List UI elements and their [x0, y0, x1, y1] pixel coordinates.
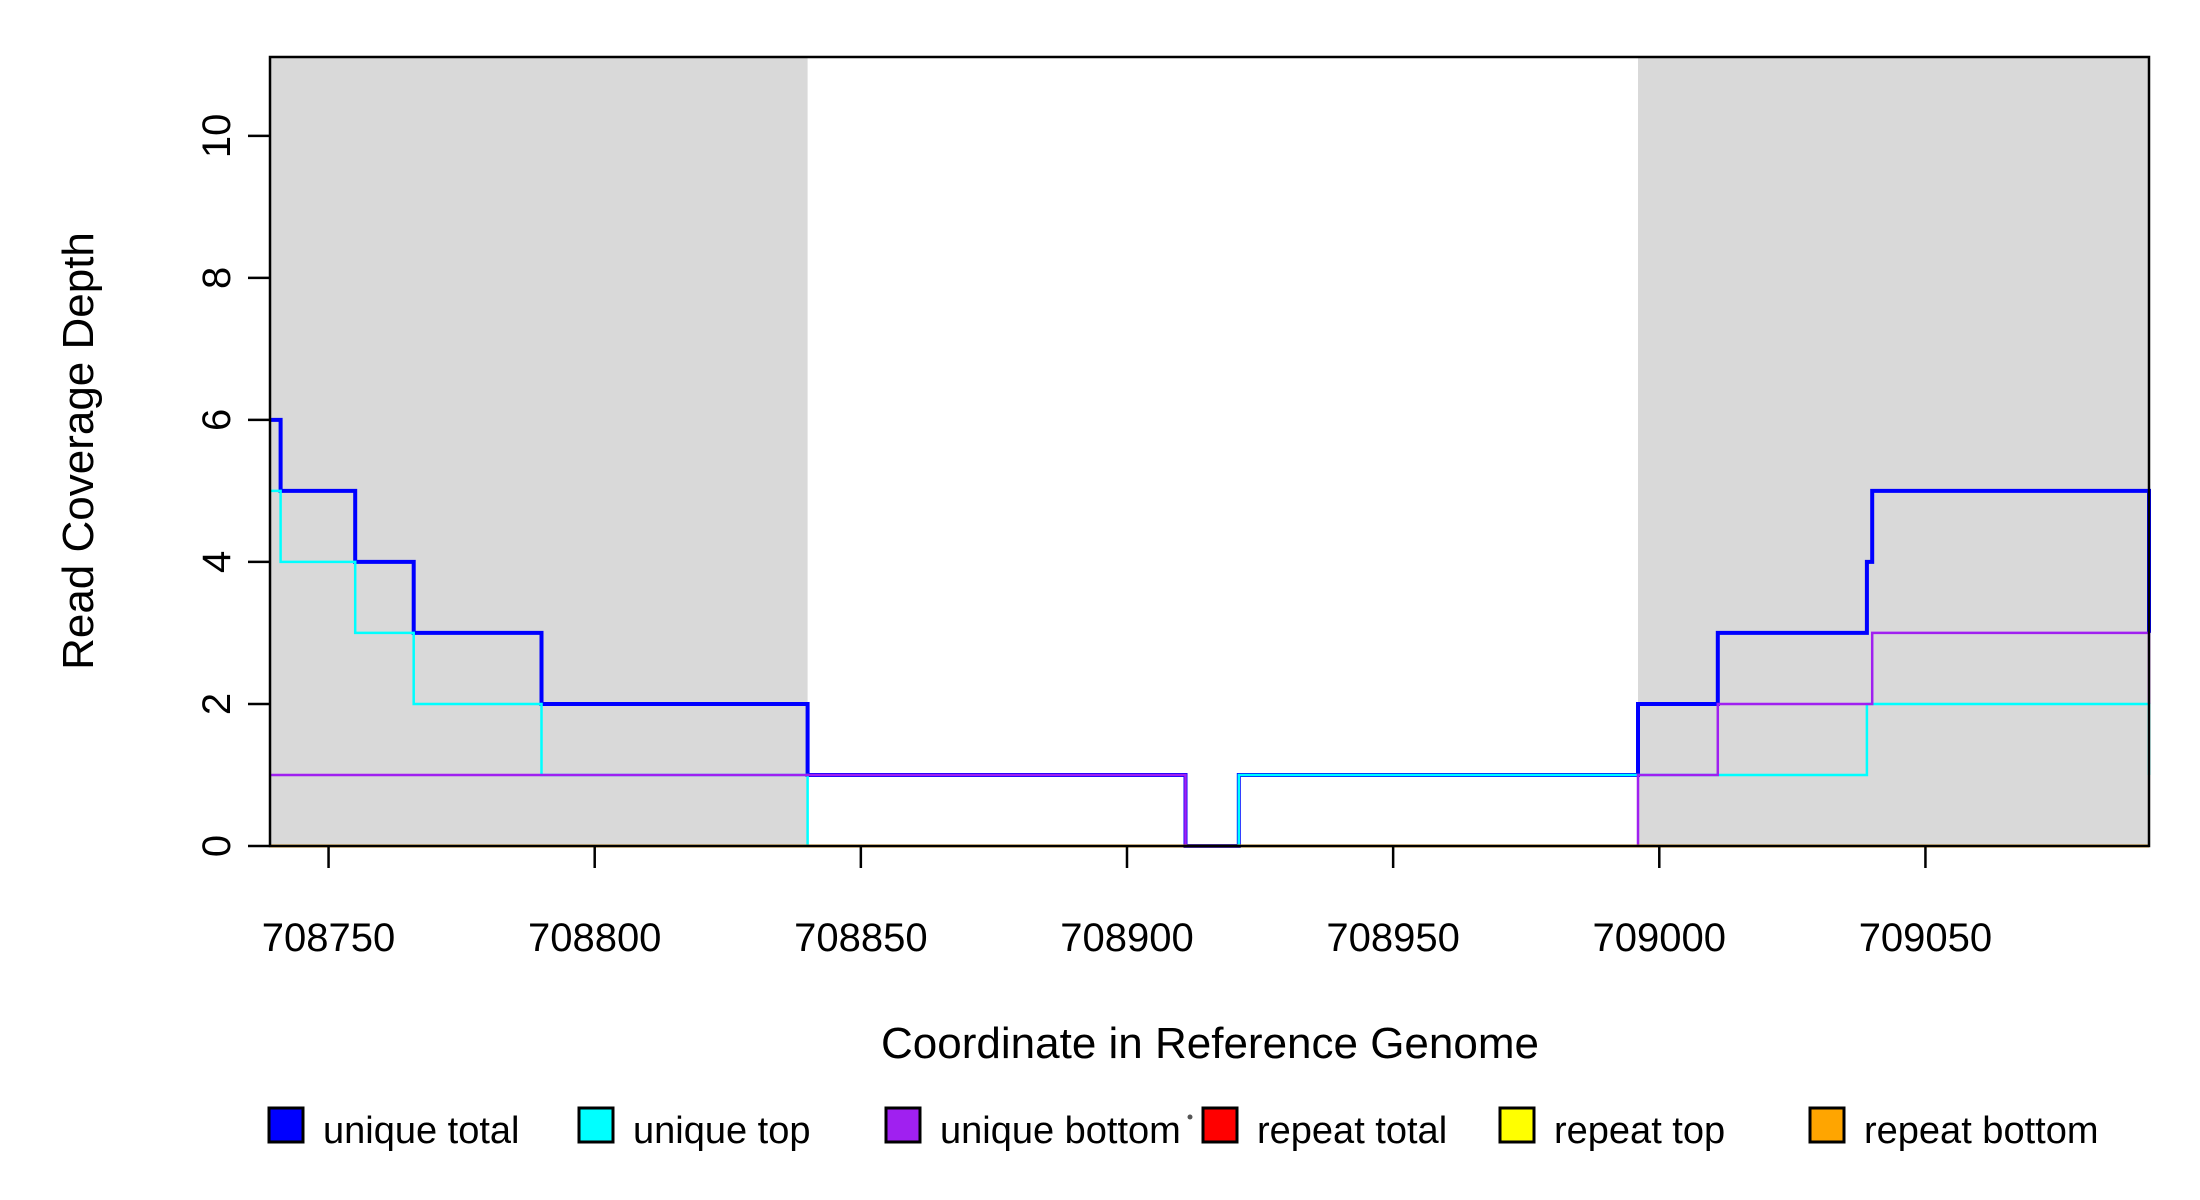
legend-swatch-repeat-top — [1498, 1106, 1536, 1144]
shaded-regions — [270, 57, 2149, 846]
legend-swatch-repeat-total — [1201, 1106, 1239, 1144]
y-axis-label: Read Coverage Depth — [54, 232, 103, 670]
legend: unique total unique top unique bottom repea… — [267, 1106, 2098, 1152]
legend-label-repeat-top: repeat top — [1554, 1110, 1725, 1152]
right-repeat-panel — [1637, 57, 2149, 846]
x-axis-label: Coordinate in Reference Genome — [881, 1019, 1539, 1068]
y-tick-label: 6 — [195, 409, 239, 431]
x-tick-label: 708900 — [1060, 916, 1193, 960]
legend-swatch-unique-bottom — [884, 1106, 922, 1144]
x-tick-label: 708750 — [262, 916, 395, 960]
x-tick-label: 708800 — [528, 916, 661, 960]
y-tick-label: 8 — [195, 267, 239, 289]
legend-swatch-unique-top — [577, 1106, 615, 1144]
legend-label-repeat-bottom: repeat bottom — [1864, 1110, 2098, 1152]
plot-border — [268, 55, 2151, 848]
legend-label-repeat-total: repeat total — [1257, 1110, 1447, 1152]
stray-dot-artifact — [1187, 1114, 1193, 1120]
x-tick-label: 709050 — [1859, 916, 1992, 960]
left-repeat-panel — [270, 57, 808, 846]
y-tick-label: 2 — [195, 693, 239, 715]
y-tick-label: 10 — [195, 114, 239, 159]
y-tick-label: 4 — [195, 551, 239, 573]
legend-swatch-repeat-bottom — [1808, 1106, 1846, 1144]
axis-ticks: 708750 708800 708850 708900 708950 709000 7090… — [195, 114, 1992, 960]
x-tick-label: 708950 — [1326, 916, 1459, 960]
legend-label-unique-top: unique top — [633, 1110, 811, 1152]
legend-label-unique-bottom: unique bottom — [940, 1110, 1181, 1152]
y-tick-label: 0 — [195, 835, 239, 857]
series-line-unique-bottom — [270, 631, 2151, 848]
plot-frame — [268, 55, 2151, 848]
legend-swatch-unique-total — [267, 1106, 305, 1144]
x-tick-label: 709000 — [1593, 916, 1726, 960]
x-tick-label: 708850 — [794, 916, 927, 960]
legend-label-unique-total: unique total — [323, 1110, 520, 1152]
